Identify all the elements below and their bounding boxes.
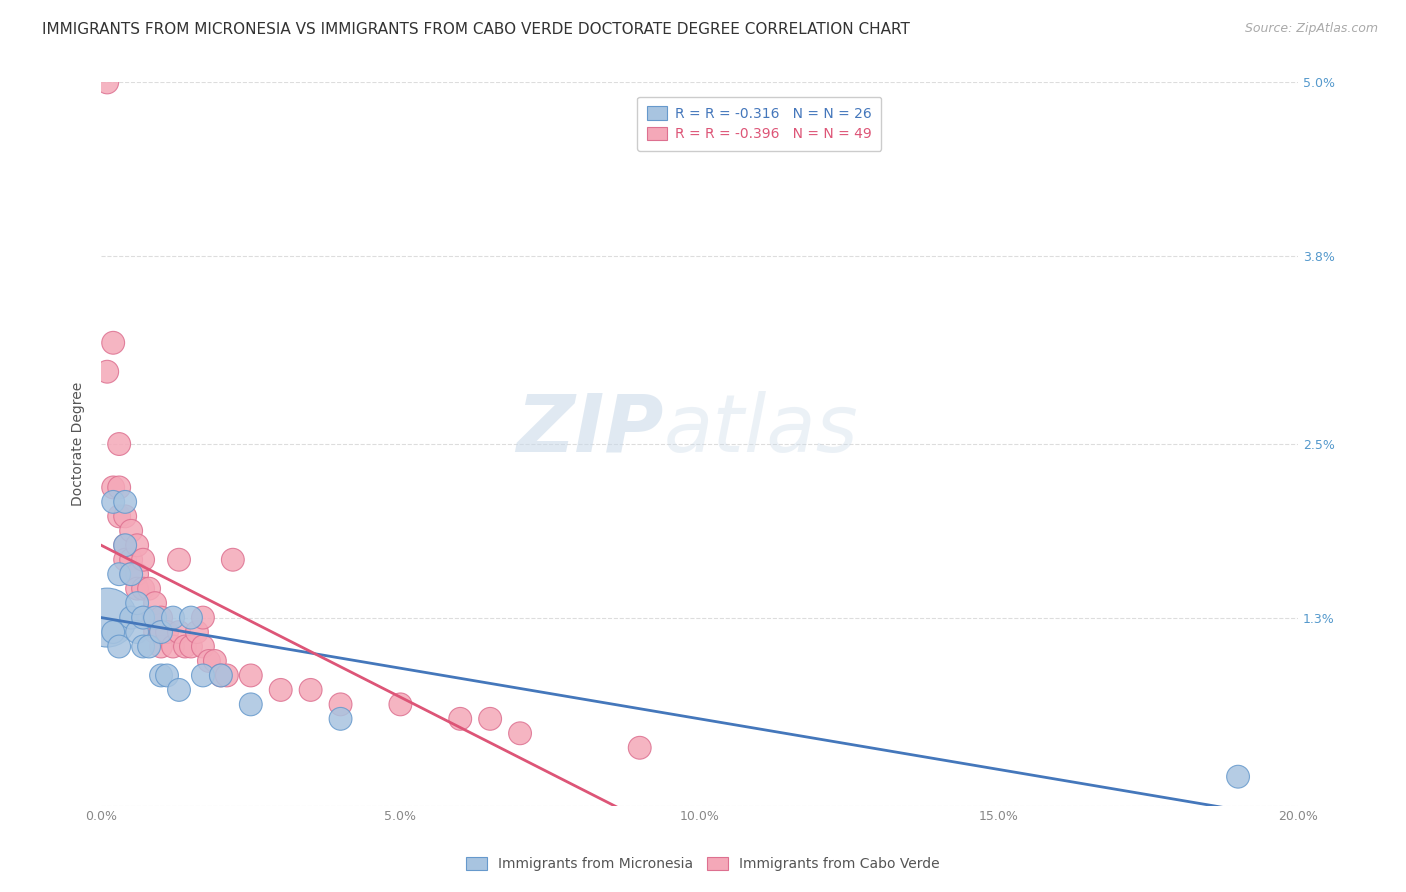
Point xyxy=(209,668,232,682)
Point xyxy=(132,610,155,624)
Point xyxy=(96,610,118,624)
Point xyxy=(198,654,221,668)
Point xyxy=(108,480,131,494)
Point xyxy=(120,524,142,538)
Point xyxy=(127,625,149,640)
Point xyxy=(1227,770,1250,784)
Point xyxy=(329,698,352,712)
Point xyxy=(101,625,124,640)
Point xyxy=(186,625,208,640)
Point xyxy=(162,610,184,624)
Point xyxy=(204,654,226,668)
Point xyxy=(191,640,214,654)
Point xyxy=(167,553,190,567)
Text: atlas: atlas xyxy=(664,391,859,468)
Point xyxy=(127,596,149,610)
Point xyxy=(222,553,245,567)
Legend: R = R = -0.316   N = N = 26, R = R = -0.396   N = N = 49: R = R = -0.316 N = N = 26, R = R = -0.39… xyxy=(637,96,882,151)
Text: IMMIGRANTS FROM MICRONESIA VS IMMIGRANTS FROM CABO VERDE DOCTORATE DEGREE CORREL: IMMIGRANTS FROM MICRONESIA VS IMMIGRANTS… xyxy=(42,22,910,37)
Point xyxy=(108,437,131,451)
Point xyxy=(449,712,471,726)
Point xyxy=(132,553,155,567)
Point xyxy=(127,538,149,552)
Point xyxy=(479,712,502,726)
Point xyxy=(209,668,232,682)
Point xyxy=(150,668,173,682)
Legend: Immigrants from Micronesia, Immigrants from Cabo Verde: Immigrants from Micronesia, Immigrants f… xyxy=(460,850,946,878)
Point xyxy=(132,610,155,624)
Point xyxy=(101,495,124,509)
Point xyxy=(239,698,262,712)
Point xyxy=(120,567,142,582)
Point xyxy=(132,640,155,654)
Point xyxy=(108,567,131,582)
Point xyxy=(96,365,118,379)
Point xyxy=(143,596,166,610)
Point xyxy=(167,625,190,640)
Point xyxy=(132,582,155,596)
Point xyxy=(150,625,173,640)
Point xyxy=(150,625,173,640)
Point xyxy=(167,682,190,697)
Point xyxy=(114,495,136,509)
Point xyxy=(150,610,173,624)
Point xyxy=(215,668,238,682)
Point xyxy=(628,740,651,755)
Point xyxy=(96,75,118,89)
Point xyxy=(270,682,292,697)
Point xyxy=(509,726,531,740)
Point xyxy=(180,610,202,624)
Point xyxy=(108,509,131,524)
Point xyxy=(114,553,136,567)
Point xyxy=(138,582,160,596)
Point xyxy=(138,610,160,624)
Point xyxy=(299,682,322,697)
Point xyxy=(191,668,214,682)
Point xyxy=(101,480,124,494)
Point xyxy=(156,668,179,682)
Point xyxy=(114,538,136,552)
Point xyxy=(174,640,197,654)
Point xyxy=(114,538,136,552)
Point xyxy=(156,625,179,640)
Point xyxy=(239,668,262,682)
Point xyxy=(162,640,184,654)
Point xyxy=(143,610,166,624)
Point xyxy=(120,567,142,582)
Point xyxy=(389,698,412,712)
Point xyxy=(127,582,149,596)
Point xyxy=(150,640,173,654)
Y-axis label: Doctorate Degree: Doctorate Degree xyxy=(72,382,86,506)
Point xyxy=(120,610,142,624)
Point xyxy=(108,640,131,654)
Point xyxy=(114,509,136,524)
Point xyxy=(138,640,160,654)
Point xyxy=(120,553,142,567)
Point xyxy=(127,567,149,582)
Point xyxy=(329,712,352,726)
Point xyxy=(143,625,166,640)
Point xyxy=(101,335,124,350)
Point xyxy=(191,610,214,624)
Point xyxy=(180,640,202,654)
Text: ZIP: ZIP xyxy=(516,391,664,468)
Text: Source: ZipAtlas.com: Source: ZipAtlas.com xyxy=(1244,22,1378,36)
